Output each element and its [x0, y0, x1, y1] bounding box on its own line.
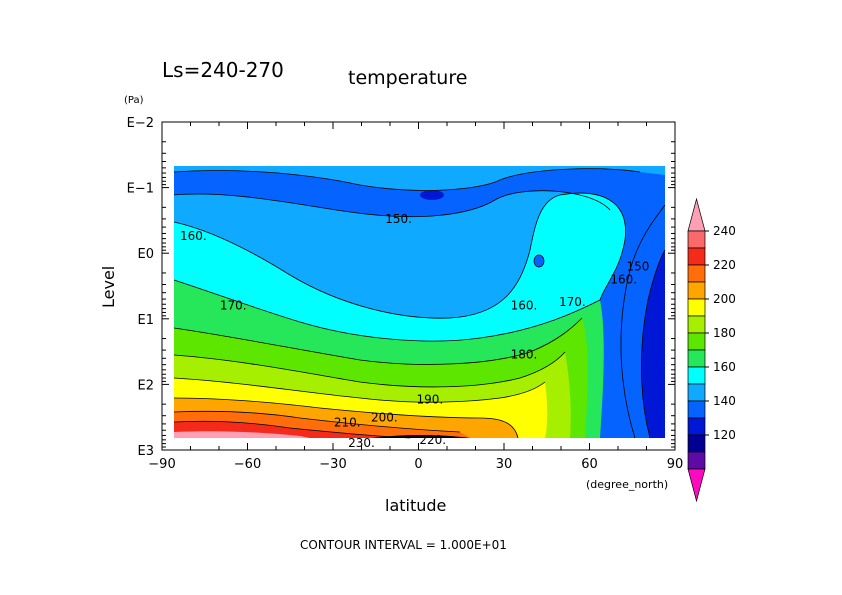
y-tick-label: E3 — [138, 444, 155, 459]
contour-label: 150. — [385, 212, 412, 226]
y-axis-label: Level — [99, 266, 118, 308]
y-axis: E−2 E−1 E0 E1 E2 E3 — [127, 116, 675, 459]
y-axis-unit: (Pa) — [124, 95, 144, 106]
x-tick-label: −60 — [234, 457, 261, 472]
y-tick-label: E1 — [138, 313, 155, 328]
contour-lines — [173, 168, 666, 439]
contour-label: 150 — [626, 260, 649, 274]
contour-label: 230. — [348, 436, 375, 450]
contour-fill-north-polar-130 — [641, 250, 665, 438]
colorbar-swatch — [687, 298, 706, 317]
x-axis-unit: (degree_north) — [586, 478, 668, 491]
colorbar-tick-label: 140 — [713, 394, 736, 408]
y-tick-label: E−1 — [127, 182, 154, 197]
colorbar-swatch — [687, 451, 706, 470]
colorbar-swatch — [687, 332, 706, 351]
contour-label: 160. — [180, 229, 207, 243]
contour-label: 180. — [511, 347, 538, 361]
contour-field — [173, 166, 666, 439]
colorbar-swatch — [687, 247, 706, 266]
x-axis-label: latitude — [385, 496, 446, 515]
contour-label: 200. — [371, 411, 398, 425]
colorbar-tick-label: 200 — [713, 292, 736, 306]
x-tick-label: −30 — [319, 457, 346, 472]
contour-fill-150-160-top — [174, 166, 665, 191]
colorbar-swatch — [687, 400, 706, 419]
colorbar-swatch — [687, 434, 706, 453]
contour-fill-240-250 — [174, 431, 310, 438]
colorbar-tick-label: 240 — [713, 224, 736, 238]
contour-label: 160. — [610, 272, 637, 286]
y-tick-label: E0 — [138, 247, 155, 262]
x-tick-label: 30 — [496, 457, 513, 472]
x-tick-label: 60 — [581, 457, 598, 472]
colorbar-swatch — [687, 383, 706, 402]
colorbar: 240 220 200 180 160 140 120 — [687, 197, 736, 503]
contour-label: 210. — [334, 415, 361, 429]
colorbar-swatch — [687, 264, 706, 283]
x-tick-label: −90 — [148, 457, 175, 472]
contour-cell-130 — [420, 190, 444, 200]
x-tick-label: 90 — [667, 457, 684, 472]
colorbar-swatch — [687, 366, 706, 385]
contour-label: 170. — [559, 295, 586, 309]
colorbar-swatch — [687, 349, 706, 368]
colorbar-cap-top — [687, 197, 706, 232]
colorbar-tick-label: 180 — [713, 326, 736, 340]
y-tick-label: E2 — [138, 378, 155, 393]
colorbar-tick-label: 160 — [713, 360, 736, 374]
colorbar-swatch — [687, 230, 706, 249]
contour-interval-note: CONTOUR INTERVAL = 1.000E+01 — [300, 538, 507, 552]
colorbar-swatch — [687, 281, 706, 300]
contour-cell-150 — [533, 254, 545, 268]
colorbar-cap-bottom — [687, 468, 706, 503]
contour-label: 170. — [220, 299, 247, 313]
contour-label: 220. — [419, 433, 446, 447]
x-axis: −90 −60 −30 0 30 60 90 — [148, 122, 683, 472]
y-tick-label: E−2 — [127, 116, 154, 131]
colorbar-tick-label: 120 — [713, 428, 736, 442]
contour-labels: 150.160.170. 160. 170.160.150180.190.200.2… — [180, 212, 649, 450]
title-season: Ls=240-270 — [162, 58, 284, 82]
contour-label: 160. — [511, 299, 538, 313]
x-tick-label: 0 — [414, 457, 422, 472]
colorbar-tick-label: 220 — [713, 258, 736, 272]
colorbar-swatch — [687, 315, 706, 334]
colorbar-swatch — [687, 417, 706, 436]
title-variable: temperature — [348, 67, 467, 89]
contour-label: 190. — [417, 393, 444, 407]
